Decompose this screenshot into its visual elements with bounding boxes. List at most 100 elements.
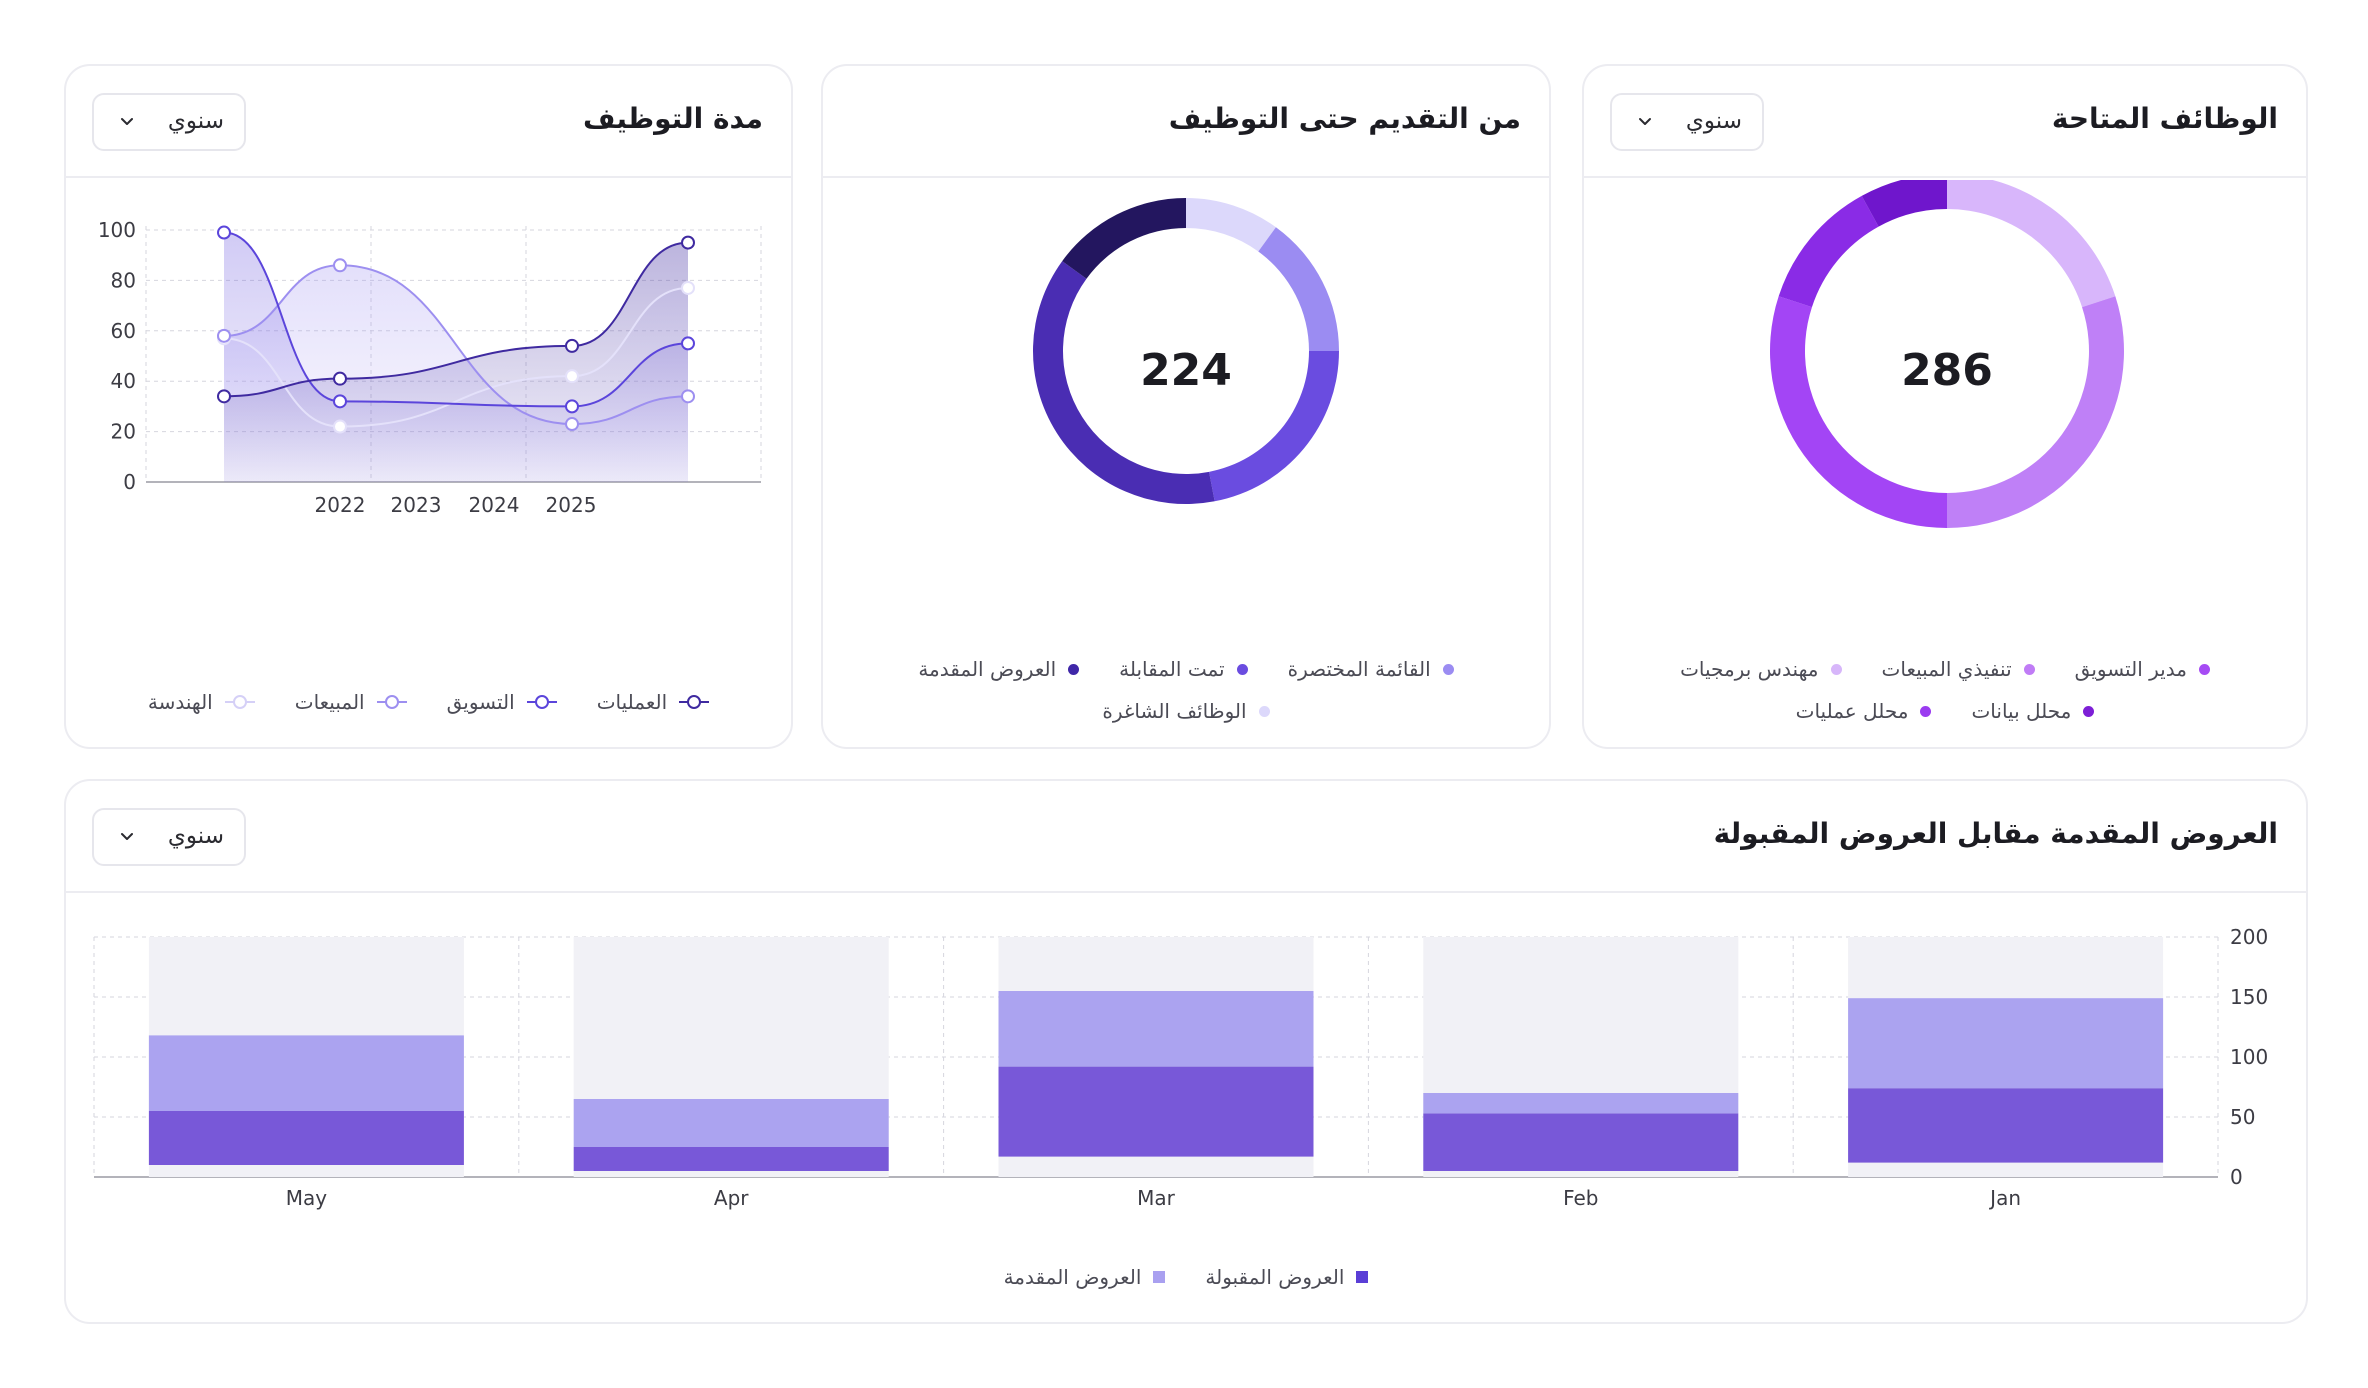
legend-label: العمليات: [596, 690, 668, 714]
x-tick-label: Mar: [1137, 1186, 1176, 1210]
bar-offered[interactable]: [1423, 1093, 1739, 1114]
y-tick-label: 100: [98, 218, 136, 242]
bar-group[interactable]: [148, 937, 464, 1177]
legend-item[interactable]: القائمة المختصرة: [1288, 657, 1454, 681]
period-select[interactable]: سنوي: [92, 93, 246, 151]
bar-accepted[interactable]: [1848, 1088, 2164, 1163]
period-select[interactable]: سنوي: [1610, 93, 1764, 151]
chart-legend: مدير التسويق تنفيذي المبيعات مهندس برمجيات: [1584, 657, 2306, 681]
legend-marker: [1920, 705, 1932, 717]
y-tick-label: 80: [111, 268, 136, 292]
data-point[interactable]: [681, 280, 695, 295]
legend-item[interactable]: العروض المقدمة: [918, 657, 1080, 681]
data-point[interactable]: [565, 399, 579, 414]
donut-slice[interactable]: [1186, 198, 1276, 252]
legend-item[interactable]: الهندسة: [148, 690, 255, 714]
y-tick-label: 150: [2230, 985, 2268, 1009]
data-point[interactable]: [333, 394, 347, 409]
data-point[interactable]: [565, 338, 579, 353]
legend-item[interactable]: تنفيذي المبيعات: [1882, 657, 2035, 681]
y-tick-label: 100: [2230, 1045, 2268, 1069]
x-tick-label: 2024: [469, 493, 520, 517]
bar-offered[interactable]: [573, 1099, 889, 1147]
legend-label: محلل عمليات: [1795, 699, 1909, 723]
data-point[interactable]: [565, 417, 579, 432]
select-value: سنوي: [1685, 108, 1742, 134]
data-point[interactable]: [681, 235, 695, 250]
legend-item[interactable]: مدير التسويق: [2075, 657, 2210, 681]
bar-offered[interactable]: [1848, 998, 2164, 1089]
legend-item[interactable]: مهندس برمجيات: [1680, 657, 1842, 681]
legend-item[interactable]: العروض المقدمة: [1004, 1265, 1166, 1289]
x-tick-label: Jan: [1988, 1186, 2021, 1210]
legend-marker: [1236, 663, 1248, 675]
legend-label: الوظائف الشاغرة: [1102, 699, 1247, 723]
series-line: [223, 241, 689, 398]
bar-group[interactable]: [998, 937, 1314, 1177]
bar-group[interactable]: [1848, 937, 2164, 1177]
donut-slice[interactable]: [1861, 180, 1947, 227]
bar-offered[interactable]: [998, 991, 1314, 1067]
donut-slice[interactable]: [1778, 195, 1879, 308]
y-tick-label: 0: [123, 470, 136, 494]
donut-center-value: 286: [1901, 345, 1993, 396]
donut-slices: [1033, 198, 1339, 504]
data-point[interactable]: [217, 328, 231, 343]
x-tick-label: Feb: [1563, 1186, 1598, 1210]
bar-accepted[interactable]: [1423, 1113, 1739, 1171]
legend-label: تمت المقابلة: [1119, 657, 1225, 681]
x-tick-label: Apr: [714, 1186, 749, 1210]
card-title: الوظائف المتاحة: [2051, 102, 2278, 135]
legend-item[interactable]: محلل عمليات: [1796, 699, 1932, 723]
donut-slice[interactable]: [1947, 180, 2116, 308]
card-header: الوظائف المتاحة سنوي: [1584, 66, 2306, 178]
data-point[interactable]: [217, 389, 231, 404]
legend-item[interactable]: المبيعات: [295, 690, 407, 714]
donut-slice[interactable]: [1947, 296, 2124, 528]
card-title: مدة التوظيف: [582, 102, 763, 135]
data-point[interactable]: [333, 258, 347, 273]
bar-group[interactable]: [573, 937, 889, 1177]
data-point[interactable]: [565, 369, 579, 384]
y-tick-label: 20: [111, 420, 136, 444]
area-chart: 0 20 40 60 80 100 2022 2023 2024 2025: [98, 218, 762, 517]
chart-legend: القائمة المختصرة تمت المقابلة العروض المقد…: [823, 657, 1549, 681]
legend-item[interactable]: محلل بيانات: [1971, 699, 2095, 723]
chevron-down-icon: [1639, 118, 1651, 125]
available-jobs-card: الوظائف المتاحة سنوي 286 مدير التسويق تنف…: [1582, 64, 2308, 749]
bar-accepted[interactable]: [998, 1066, 1314, 1157]
bar-accepted[interactable]: [573, 1147, 889, 1171]
donut-slice[interactable]: [1209, 351, 1339, 502]
legend-item[interactable]: العروض المقبولة: [1205, 1265, 1369, 1289]
bar-accepted[interactable]: [148, 1111, 464, 1165]
donut-slice[interactable]: [1062, 198, 1186, 279]
data-point[interactable]: [681, 336, 695, 351]
donut-slice[interactable]: [1258, 227, 1339, 351]
legend-marker: [2023, 663, 2035, 675]
data-point[interactable]: [681, 389, 695, 404]
chart-legend: العروض المقبولة العروض المقدمة: [66, 1265, 2306, 1289]
data-point[interactable]: [333, 419, 347, 434]
legend-label: العروض المقدمة: [1003, 1265, 1142, 1289]
x-tick-label: 2023: [391, 493, 442, 517]
donut-slice[interactable]: [1770, 296, 1947, 528]
legend-label: العروض المقبولة: [1205, 1265, 1345, 1289]
bar-offered[interactable]: [148, 1035, 464, 1111]
legend-item[interactable]: الوظائف الشاغرة: [1102, 699, 1270, 723]
series-line: [223, 231, 689, 408]
period-select[interactable]: سنوي: [92, 808, 246, 866]
legend-item[interactable]: التسويق: [447, 690, 557, 714]
card-title: العروض المقدمة مقابل العروض المقبولة: [1713, 817, 2278, 850]
y-tick-label: 40: [111, 369, 136, 393]
legend-item[interactable]: العمليات: [596, 690, 710, 714]
data-point[interactable]: [217, 225, 231, 240]
card-header: مدة التوظيف سنوي: [66, 66, 791, 178]
legend-item[interactable]: تمت المقابلة: [1119, 657, 1248, 681]
data-point[interactable]: [333, 371, 347, 386]
legend-label: محلل بيانات: [1971, 699, 2072, 723]
donut-center-value: 224: [1140, 345, 1232, 396]
bar-group[interactable]: [1423, 937, 1739, 1177]
donut-slice[interactable]: [1033, 261, 1215, 504]
y-tick-label: 200: [2230, 925, 2268, 949]
legend-label: مدير التسويق: [2074, 657, 2187, 681]
